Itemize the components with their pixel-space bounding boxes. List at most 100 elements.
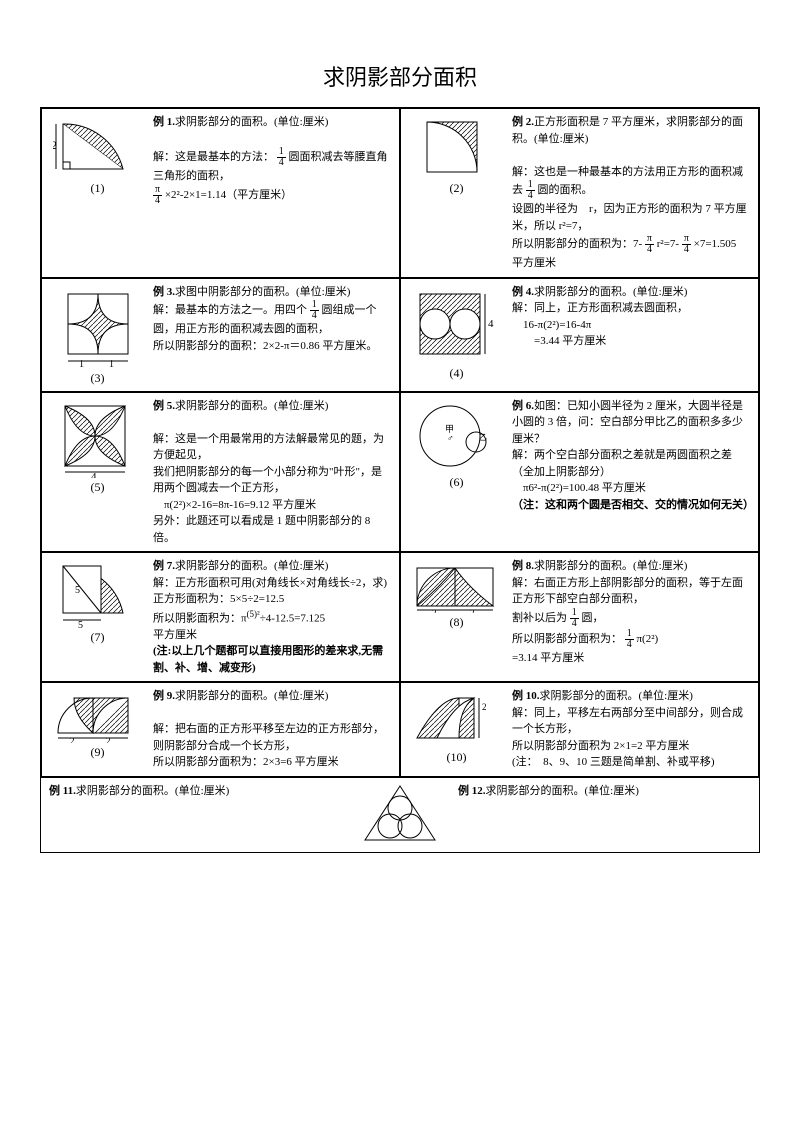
problem-prompt: 求阴影部分的面积。(单位:厘米) [540,690,693,702]
problem-7: 5 5 (7) 例 7.求阴影部分的面积。(单位:厘米) 解：正方形面积可用(对… [41,552,400,682]
figure-label: (4) [409,366,504,381]
figure-label: (3) [50,371,145,386]
solution-text: 圆的面积。 [538,184,593,196]
extra-text: 所以阴影部分的面积为：7- [512,238,642,250]
formula: =3.44 平方厘米 [534,335,606,347]
solution-text: 解：同上，平移左右两部分至中间部分，则合成一个长方形， [512,707,743,736]
solution-text: 解：右面正方形上部阴影部分的面积，等于左面正方形下部空白部分面积， [512,577,743,606]
figure-bottom [350,778,450,852]
problem-5: 4 (5) 例 5.求阴影部分的面积。(单位:厘米) 解：这是一个用最常用的方法… [41,392,400,553]
extra-text: 设圆的半径为 r，因为正方形的面积为 7 平方厘米，所以 r²=7， [512,203,747,232]
svg-text:1: 1 [109,359,114,369]
problem-prompt: 求阴影部分的面积。(单位:厘米) [175,116,328,128]
formula: 所以阴影部分面积为 2×1=2 平方厘米 [512,740,689,752]
problem-title: 例 2. [512,116,534,128]
problem-prompt: 求图中阴影部分的面积。(单位:厘米) [175,286,350,298]
problem-prompt: 如图：已知小圆半径为 2 厘米，大圆半径是小圆的 3 倍，问：空白部分甲比乙的面… [512,400,743,445]
solution-text: 割补以后为 [512,612,567,624]
page-title: 求阴影部分面积 [40,60,760,92]
problem-10: 2 (10) 例 10.求阴影部分的面积。(单位:厘米) 解：同上，平移左右两部… [400,682,759,777]
problem-9: 2 2 (9) 例 9.求阴影部分的面积。(单位:厘米) 解：把右面的正方形平移… [41,682,400,777]
figure-5: 4 [53,398,143,478]
svg-text:乙: 乙 [479,433,487,442]
solution-text: 解：这是一个用最常用的方法解最常见的题，为方便起见， [153,433,384,462]
problem-title: 例 4. [512,286,534,298]
svg-text:2: 2 [470,608,475,613]
solution-text: 解：两个空白部分面积之差就是两圆面积之差（全加上阴影部分） [512,449,732,478]
figure-7: 5 5 [53,558,143,628]
figure-label: (8) [409,615,504,630]
figure-1: 2 [53,114,143,179]
figure-9: 2 2 [50,688,145,743]
solution-text: 解：这是最基本的方法： [153,151,274,163]
solution-text: 解：最基本的方法之一。用四个 [153,304,307,316]
note-text: (注:以上几个题都可以直接用图形的差来求,无需割、补、增、减变形) [153,645,383,674]
extra-text: 另外：此题还可以看成是 1 题中阴影部分的 8 倍。 [153,515,370,544]
problem-prompt: 求阴影部分的面积。(单位:厘米) [534,286,687,298]
formula: 所以阴影面积为：π [153,612,247,624]
problem-prompt: 求阴影部分的面积。(单位:厘米) [486,785,639,797]
figure-label: (9) [50,745,145,760]
problem-12: 例 12.求阴影部分的面积。(单位:厘米) [450,778,759,852]
formula: 所以阴影部分面积为：2×3=6 平方厘米 [153,756,339,768]
problem-prompt: 求阴影部分的面积。(单位:厘米) [175,400,328,412]
problem-title: 例 8. [512,560,534,572]
formula: π6²-π(2²)=100.48 平方厘米 [523,482,646,494]
formula: 所以阴影部分面积为： [512,633,622,645]
problem-title: 例 11. [49,785,76,797]
problem-6: 甲 ♂ 乙 (6) 例 6.如图：已知小圆半径为 2 厘米，大圆半径是小圆的 3… [400,392,759,553]
formula: π(2²) [637,633,659,645]
svg-text:2: 2 [432,608,437,613]
svg-text:2: 2 [106,736,111,743]
problem-prompt: 求阴影部分的面积。(单位:厘米) [175,560,328,572]
problem-title: 例 3. [153,286,175,298]
svg-text:5: 5 [78,620,83,628]
problem-2: (2) 例 2.正方形面积是 7 平方厘米，求阴影部分的面积。(单位:厘米) 解… [400,108,759,278]
figure-3: 1 1 [53,284,143,369]
extra-text: r²=7- [657,238,679,250]
formula: 16-π(2²)=16-4π [523,319,591,331]
solution-text: 正方形面积为：5×5÷2=12.5 [153,593,284,605]
solution-text: 解：正方形面积可用(对角线长×对角线长÷2，求) [153,577,387,589]
svg-text:1: 1 [79,359,84,369]
solution-text: 圆， [582,612,604,624]
problem-title: 例 10. [512,690,540,702]
figure-label: (2) [409,181,504,196]
result: =3.14 平方厘米 [512,652,584,664]
problem-4: 4 (4) 例 4.求阴影部分的面积。(单位:厘米) 解：同上，正方形面积减去圆… [400,278,759,392]
problem-title: 例 1. [153,116,175,128]
figure-label: (6) [409,475,504,490]
problem-title: 例 7. [153,560,175,572]
problem-3: 1 1 (3) 例 3.求图中阴影部分的面积。(单位:厘米) 解：最基本的方法之… [41,278,400,392]
figure-2 [417,114,497,179]
formula: π(2²)×2-16=8π-16=9.12 平方厘米 [164,499,316,511]
svg-text:2: 2 [482,702,487,712]
extra-text: 平方厘米 [153,629,197,641]
figure-8: 2 2 [409,558,504,613]
svg-text:5: 5 [75,585,80,596]
figure-label: (1) [50,181,145,196]
solution-text: 解：同上，正方形面积减去圆面积， [512,302,688,314]
figure-6: 甲 ♂ 乙 [412,398,502,473]
solution-text: 解：把右面的正方形平移至左边的正方形部分，则阴影部分合成一个长方形， [153,723,384,752]
problem-title: 例 9. [153,690,175,702]
problem-1: 2 (1) 例 1.求阴影部分的面积。(单位:厘米) 解：这是最基本的方法： 1… [41,108,400,278]
formula: ÷4-12.5=7.125 [260,612,325,624]
problem-8: 2 2 (8) 例 8.求阴影部分的面积。(单位:厘米) 解：右面正方形上部阴影… [400,552,759,682]
figure-label: (5) [50,480,145,495]
problem-title: 例 12. [458,785,486,797]
figure-10: 2 [409,688,504,748]
svg-text:4: 4 [91,471,97,478]
problem-prompt: 求阴影部分的面积。(单位:厘米) [76,785,229,797]
figure-label: (10) [409,750,504,765]
note-text: （注：这和两个圆是否相交、交的情况如何无关） [512,499,754,511]
extra-text: 所以阴影部分的面积：2×2-π＝0.86 平方厘米。 [153,340,377,352]
problem-prompt: 求阴影部分的面积。(单位:厘米) [534,560,687,572]
formula: ×2²-2×1=1.14（平方厘米） [165,189,292,201]
bottom-row: 例 11.求阴影部分的面积。(单位:厘米) 例 12.求阴影部分的面积。(单位:… [40,778,760,853]
problem-11: 例 11.求阴影部分的面积。(单位:厘米) [41,778,350,852]
figure-4: 4 [412,284,502,364]
figure-label: (7) [50,630,145,645]
solution-text: 我们把阴影部分的每一个小部分称为"叶形"，是用两个圆减去一个正方形， [153,466,382,495]
problem-prompt: 求阴影部分的面积。(单位:厘米) [175,690,328,702]
